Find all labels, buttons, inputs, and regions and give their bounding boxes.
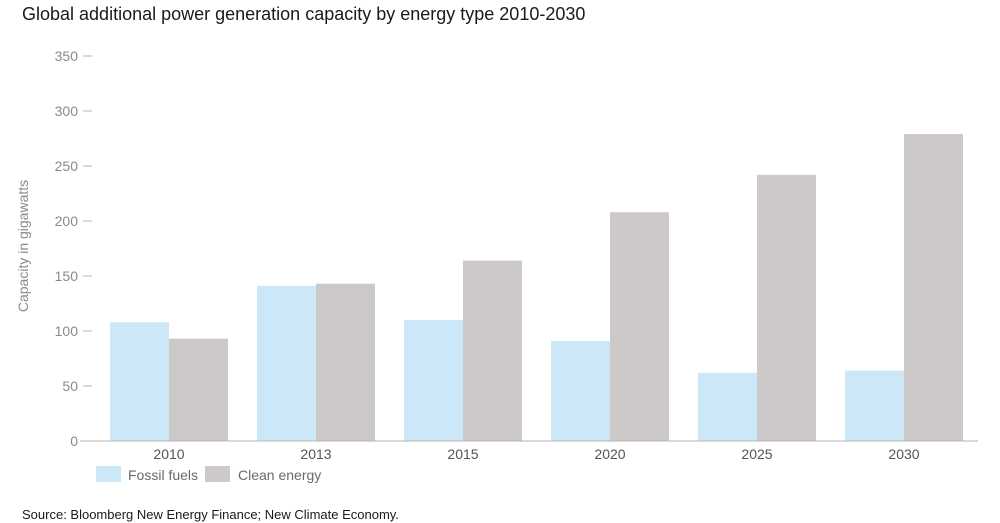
bar-fossil-fuels-2013: [257, 285, 316, 441]
bar-fossil-fuels-2010: [110, 322, 169, 441]
y-tick-label: 50: [62, 378, 78, 394]
bar-clean-energy-2020: [610, 212, 669, 441]
x-tick-label: 2025: [741, 446, 772, 462]
legend: Fossil fuels Clean energy: [96, 466, 321, 483]
x-tick-label: 2020: [594, 446, 625, 462]
bar-clean-energy-2010: [169, 338, 228, 441]
bar-fossil-fuels-2025: [698, 372, 757, 441]
legend-label-clean-energy: Clean energy: [238, 467, 321, 483]
y-tick-label: 300: [55, 103, 79, 119]
legend-swatch-fossil-fuels: [96, 466, 121, 482]
y-tick-label: 200: [55, 213, 79, 229]
legend-label-fossil-fuels: Fossil fuels: [128, 467, 198, 483]
y-tick-label: 250: [55, 158, 79, 174]
x-tick-label: 2010: [153, 446, 184, 462]
bars: [110, 134, 963, 442]
y-axis-title: Capacity in gigawatts: [15, 180, 31, 312]
y-tick-label: 150: [55, 268, 79, 284]
x-axis-labels: 2010 2013 2015 2020 2025 2030: [153, 446, 919, 462]
chart-title: Global additional power generation capac…: [22, 4, 586, 24]
source-note: Source: Bloomberg New Energy Finance; Ne…: [22, 507, 399, 522]
y-tick-label: 350: [55, 48, 79, 64]
bar-clean-energy-2025: [757, 174, 816, 442]
bar-clean-energy-2015: [463, 260, 522, 441]
y-tick-label: 100: [55, 323, 79, 339]
bar-fossil-fuels-2020: [551, 340, 610, 441]
x-tick-label: 2013: [300, 446, 331, 462]
bar-clean-energy-2013: [316, 283, 375, 441]
bar-clean-energy-2030: [904, 134, 963, 441]
bar-fossil-fuels-2030: [845, 370, 904, 441]
legend-swatch-clean-energy: [205, 466, 230, 482]
y-axis: 0 50 100 150 200 250 300 350: [55, 48, 92, 449]
y-tick-label: 0: [70, 433, 78, 449]
bar-fossil-fuels-2015: [404, 320, 463, 441]
x-tick-label: 2015: [447, 446, 478, 462]
x-tick-label: 2030: [888, 446, 919, 462]
